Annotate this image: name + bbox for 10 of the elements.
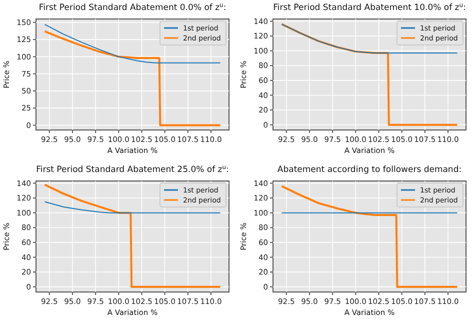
line-series — [280, 23, 458, 126]
line-series — [44, 30, 222, 126]
chart-title: First Period Standard Abatement 25.0% of z$^{u}$: — [36, 164, 229, 175]
chart-title: First Period Standard Abatement 10.0% of z$^{u}$: — [273, 2, 466, 13]
chart-title: First Period Standard Abatement 0.0% of z$^{u}$: — [38, 2, 226, 13]
chart-title: Abatement according to followers demand: — [277, 165, 462, 175]
line-series — [44, 184, 222, 288]
line-series — [281, 24, 458, 54]
line-series — [44, 24, 221, 64]
line-series — [280, 185, 458, 288]
